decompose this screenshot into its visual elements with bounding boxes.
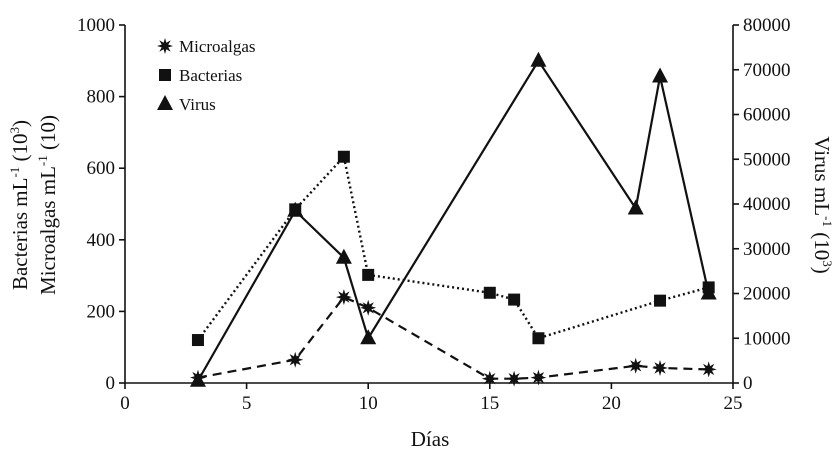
x-axis-title: Días xyxy=(411,427,450,451)
x-tick-label: 5 xyxy=(242,393,252,414)
data-point-virus xyxy=(335,248,352,264)
data-point-microalgas xyxy=(506,370,523,387)
data-point-bacterias xyxy=(508,293,521,306)
y-right-tick-label: 20000 xyxy=(743,284,791,305)
y-left-tick-label: 800 xyxy=(87,87,116,108)
data-point-virus xyxy=(652,67,669,83)
data-point-bacterias xyxy=(483,286,496,299)
y-right-tick-label: 70000 xyxy=(743,60,791,81)
y-left-tick-label: 0 xyxy=(106,373,116,394)
data-point-virus xyxy=(189,371,206,387)
data-point-virus xyxy=(627,199,644,215)
data-point-virus xyxy=(360,329,377,345)
x-tick-label: 10 xyxy=(359,393,378,414)
y-left-tick-label: 400 xyxy=(87,230,116,251)
y-right-tick-label: 80000 xyxy=(743,15,791,36)
series-line-microalgas xyxy=(197,295,709,380)
data-point-microalgas xyxy=(287,351,304,368)
data-point-bacterias xyxy=(532,332,545,345)
y-right-tick-label: 40000 xyxy=(743,194,791,215)
y-left-axis-title-line2: Microalgas mL-1 (10) xyxy=(35,115,60,295)
legend-label-bacterias: Bacterias xyxy=(179,66,242,85)
data-point-microalgas xyxy=(700,361,717,378)
y-right-tick-label: 30000 xyxy=(743,239,791,260)
y-right-tick-label: 60000 xyxy=(743,105,791,126)
series-line-virus xyxy=(197,58,710,382)
data-point-bacterias xyxy=(654,294,667,307)
series-line-bacterias xyxy=(196,154,709,341)
data-point-microalgas xyxy=(652,360,668,376)
legend-marker-virus xyxy=(157,95,173,110)
x-tick-label: 20 xyxy=(602,393,621,414)
y-left-tick-label: 1000 xyxy=(77,15,115,36)
data-point-microalgas xyxy=(530,369,547,386)
legend-label-microalgas: Microalgas xyxy=(179,37,255,56)
data-point-virus xyxy=(530,51,547,67)
data-point-microalgas xyxy=(335,289,352,306)
data-point-microalgas xyxy=(360,299,377,316)
y-right-tick-label: 10000 xyxy=(743,328,791,349)
series-layer xyxy=(189,51,717,387)
data-point-microalgas xyxy=(627,357,644,374)
legend-marker-bacterias xyxy=(159,69,171,81)
data-point-bacterias xyxy=(337,150,350,163)
y-left-tick-label: 200 xyxy=(87,301,116,322)
legend-marker-microalgas xyxy=(157,38,173,54)
y-right-tick-label: 0 xyxy=(743,373,753,394)
legend-label-virus: Virus xyxy=(179,95,216,114)
data-point-virus xyxy=(700,284,717,300)
data-point-bacterias xyxy=(191,334,204,347)
data-point-microalgas xyxy=(481,370,498,387)
x-tick-label: 0 xyxy=(120,393,130,414)
x-tick-label: 15 xyxy=(480,393,499,414)
x-tick-label: 25 xyxy=(724,393,743,414)
y-left-tick-label: 600 xyxy=(87,158,116,179)
y-right-axis-title: Virus mL-1 (103) xyxy=(810,136,835,273)
y-right-tick-label: 50000 xyxy=(743,149,791,170)
legend: Microalgas Bacterias Virus xyxy=(157,37,255,114)
data-point-virus xyxy=(287,201,304,217)
y-left-axis-title-line1: Bacterias mL-1 (103) xyxy=(7,120,32,290)
axes-layer: 0 5 10 15 20 25020040060080010000100002000030… xyxy=(77,15,791,414)
data-point-bacterias xyxy=(362,268,375,281)
